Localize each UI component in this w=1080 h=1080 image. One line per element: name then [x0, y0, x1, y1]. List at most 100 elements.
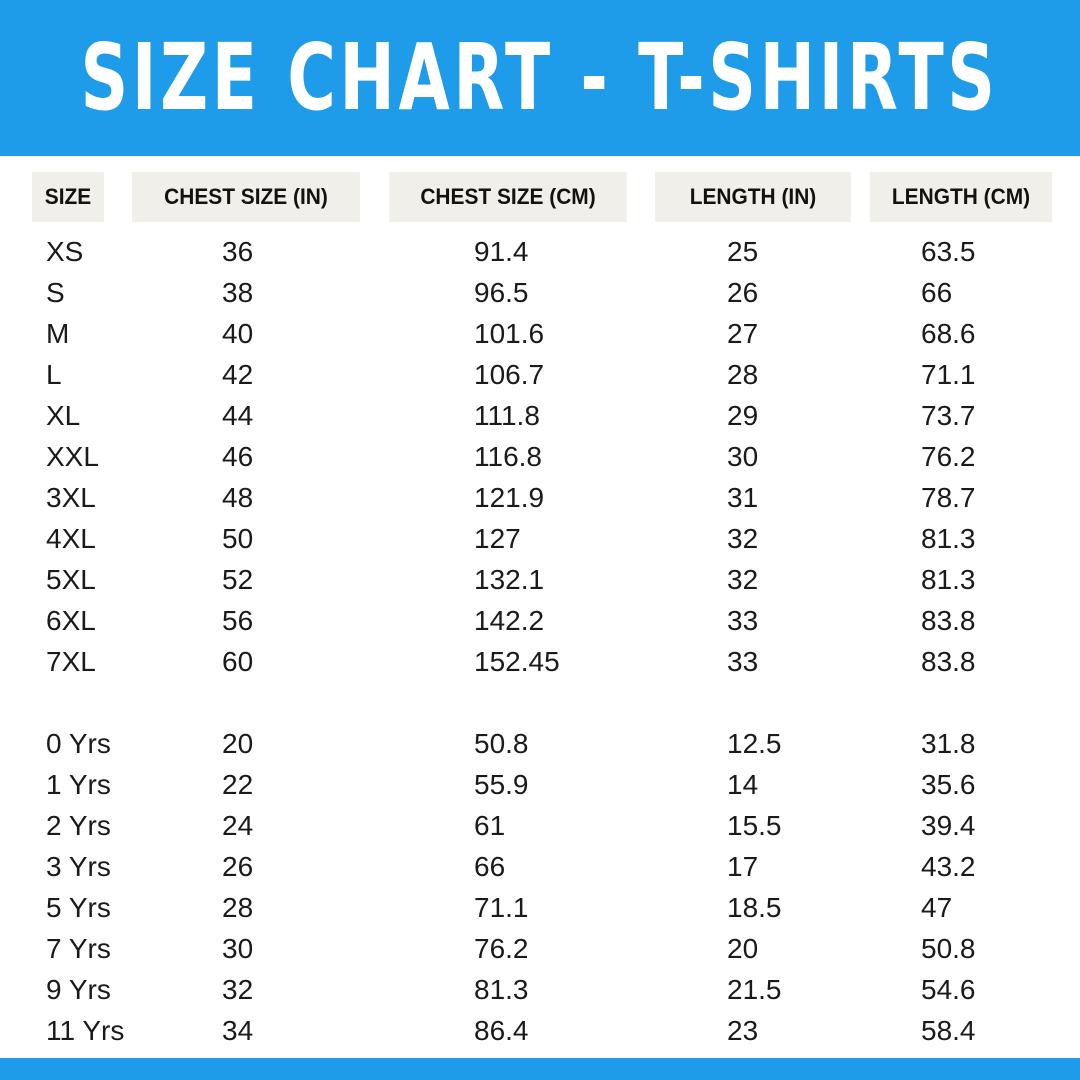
table-row: 2 Yrs 24 61 15.5 39.4	[0, 805, 1080, 846]
table-cell: 9 Yrs	[46, 974, 111, 1005]
table-cell: 3XL	[46, 482, 96, 513]
table-cell: 30	[727, 441, 759, 472]
footer-bar	[0, 1058, 1080, 1080]
table-cell: 35.6	[921, 769, 976, 800]
table-cell: 15.5	[727, 810, 782, 841]
table-cell: 20	[222, 728, 254, 759]
table-cell: 33	[727, 605, 759, 636]
table-cell: 91.4	[474, 236, 529, 267]
table-cell: 106.7	[474, 359, 545, 390]
table-cell: 2 Yrs	[46, 810, 111, 841]
table-cell: 28	[727, 359, 759, 390]
table-cell: 56	[222, 605, 254, 636]
table-cell: 73.7	[921, 400, 976, 431]
table-cell: 17	[727, 851, 759, 882]
table-row: 4XL 50 127 32 81.3	[0, 518, 1080, 559]
table-row: L 42 106.7 28 71.1	[0, 354, 1080, 395]
table-cell: 30	[222, 933, 254, 964]
table-cell: 111.8	[474, 400, 540, 431]
table-row: XXL 46 116.8 30 76.2	[0, 436, 1080, 477]
table-cell: 132.1	[474, 564, 545, 595]
table-row: 5 Yrs 28 71.1 18.5 47	[0, 887, 1080, 928]
column-header-chest-in: CHEST SIZE (IN)	[132, 172, 360, 222]
table-row: 0 Yrs 20 50.8 12.5 31.8	[0, 723, 1080, 764]
table-cell: S	[46, 277, 65, 308]
table-cell: 31.8	[921, 728, 976, 759]
table-cell: XS	[46, 236, 84, 267]
table-cell: 81.3	[921, 523, 976, 554]
page-title: SIZE CHART - T-SHIRTS	[80, 24, 1000, 131]
table-cell: M	[46, 318, 70, 349]
table-cell: 18.5	[727, 892, 782, 923]
table-cell: 71.1	[474, 892, 529, 923]
table-cell: 58.4	[921, 1015, 976, 1046]
table-cell: 7XL	[46, 646, 96, 677]
table-cell: 33	[727, 646, 759, 677]
table-cell: 42	[222, 359, 254, 390]
table-cell: 83.8	[921, 646, 976, 677]
table-cell: 26	[727, 277, 759, 308]
table-cell: 31	[727, 482, 759, 513]
table-cell: 24	[222, 810, 254, 841]
table-cell: 83.8	[921, 605, 976, 636]
table-row: 7XL 60 152.45 33 83.8	[0, 641, 1080, 682]
table-row: XL 44 111.8 29 73.7	[0, 395, 1080, 436]
column-header-length-in: LENGTH (IN)	[655, 172, 851, 222]
table-cell: 50	[222, 523, 254, 554]
table-cell: 61	[474, 810, 506, 841]
column-header-size: SIZE	[31, 172, 105, 222]
table-row: 11 Yrs 34 86.4 23 58.4	[0, 1010, 1080, 1051]
table-cell: 0 Yrs	[46, 728, 111, 759]
table-cell: 7 Yrs	[46, 933, 111, 964]
table-cell: 76.2	[474, 933, 529, 964]
table-row: 9 Yrs 32 81.3 21.5 54.6	[0, 969, 1080, 1010]
table-cell: 50.8	[474, 728, 529, 759]
table-row: 3XL 48 121.9 31 78.7	[0, 477, 1080, 518]
table-cell: 142.2	[474, 605, 545, 636]
table-cell: 68.6	[921, 318, 976, 349]
table-row: S 38 96.5 26 66	[0, 272, 1080, 313]
table-cell: 32	[727, 564, 759, 595]
table-cell: 34	[222, 1015, 254, 1046]
table-cell: 76.2	[921, 441, 976, 472]
table-cell: 66	[474, 851, 506, 882]
table-cell: 40	[222, 318, 254, 349]
table-cell: 96.5	[474, 277, 529, 308]
table-cell: 43.2	[921, 851, 976, 882]
table-cell: 127	[474, 523, 521, 554]
table-header-row: SIZE CHEST SIZE (IN) CHEST SIZE (CM) LEN…	[0, 172, 1080, 222]
table-cell: 38	[222, 277, 254, 308]
table-cell: 60	[222, 646, 254, 677]
table-cell: 32	[727, 523, 759, 554]
table-cell: 86.4	[474, 1015, 529, 1046]
table-cell: 23	[727, 1015, 759, 1046]
table-cell: 36	[222, 236, 254, 267]
table-cell: 78.7	[921, 482, 976, 513]
table-cell: 5 Yrs	[46, 892, 111, 923]
table-row: 1 Yrs 22 55.9 14 35.6	[0, 764, 1080, 805]
table-row-spacer	[0, 682, 1080, 723]
table-cell: 54.6	[921, 974, 976, 1005]
column-header-chest-cm: CHEST SIZE (CM)	[389, 172, 627, 222]
table-row: 6XL 56 142.2 33 83.8	[0, 600, 1080, 641]
table-cell: 29	[727, 400, 759, 431]
table-cell: 25	[727, 236, 759, 267]
table-cell: 55.9	[474, 769, 529, 800]
table-cell: 116.8	[474, 441, 542, 472]
table-cell: 1 Yrs	[46, 769, 111, 800]
size-table-body: XS 36 91.4 25 63.5 S 38 96.5 26 66 M 40 101.6 27 68.6 L…	[0, 231, 1080, 1051]
table-cell: L	[46, 359, 62, 390]
table-cell: 12.5	[727, 728, 782, 759]
table-cell: XXL	[46, 441, 99, 472]
table-cell: 21.5	[727, 974, 782, 1005]
table-cell: 152.45	[474, 646, 560, 677]
table-cell: 4XL	[46, 523, 96, 554]
table-cell: 14	[727, 769, 759, 800]
title-banner: SIZE CHART - T-SHIRTS	[0, 0, 1080, 156]
table-cell: 71.1	[921, 359, 976, 390]
table-cell: 66	[921, 277, 953, 308]
table-cell: 5XL	[46, 564, 96, 595]
table-row: 5XL 52 132.1 32 81.3	[0, 559, 1080, 600]
table-cell: 101.6	[474, 318, 545, 349]
